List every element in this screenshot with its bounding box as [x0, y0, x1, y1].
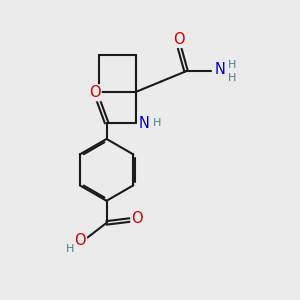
Text: O: O: [173, 32, 184, 47]
Text: O: O: [131, 211, 143, 226]
Text: H: H: [152, 118, 161, 128]
Text: O: O: [74, 233, 86, 248]
Text: H: H: [227, 60, 236, 70]
Text: H: H: [66, 244, 74, 254]
Text: N: N: [215, 62, 226, 77]
Text: O: O: [89, 85, 100, 100]
Text: H: H: [227, 73, 236, 83]
Text: N: N: [139, 116, 150, 131]
